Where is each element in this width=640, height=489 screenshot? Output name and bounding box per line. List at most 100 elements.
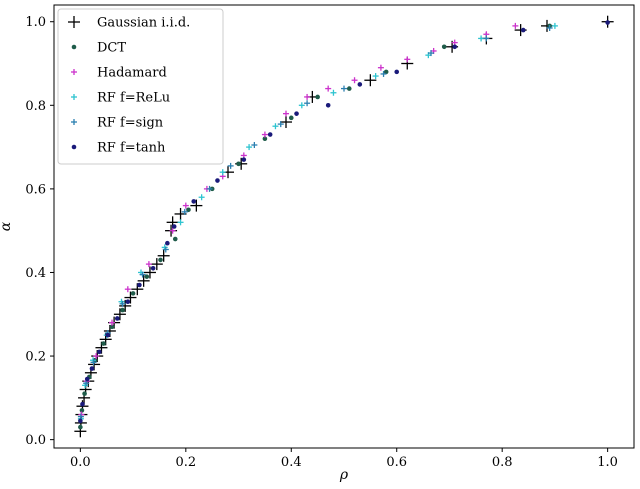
- data-point: [84, 376, 90, 382]
- data-point: [227, 162, 234, 169]
- data-point: [272, 123, 279, 130]
- x-axis-label: ρ: [339, 467, 349, 483]
- data-point: [428, 50, 434, 57]
- data-point: [261, 131, 268, 138]
- data-point: [551, 22, 558, 29]
- data-point: [186, 207, 191, 213]
- y-tick-label: 1.0: [25, 15, 46, 30]
- data-point: [97, 349, 102, 355]
- legend-marker: [71, 144, 77, 150]
- data-point: [280, 116, 292, 129]
- data-point: [380, 70, 387, 77]
- axis-ticks: 0.0 0.2 0.4 0.6 0.8 1.0 0.0 0.2 0.4 0.6 0.8 1.0: [25, 15, 618, 470]
- legend-label: RF f=ReLu: [97, 91, 170, 106]
- data-point: [198, 194, 205, 201]
- x-tick-label: 0.8: [492, 455, 513, 470]
- legend-marker: [68, 16, 80, 28]
- data-point: [298, 102, 305, 109]
- legend-item: RF f=ReLu: [71, 91, 170, 106]
- data-point: [364, 74, 377, 87]
- data-point: [130, 291, 136, 296]
- data-point: [145, 261, 152, 268]
- data-point: [83, 380, 90, 387]
- legend-box: [57, 8, 224, 165]
- legend-item: RF f=sign: [71, 116, 164, 131]
- x-tick-label: 0.6: [386, 455, 407, 470]
- data-point: [288, 115, 294, 121]
- data-point: [101, 341, 106, 346]
- legend-marker: [71, 119, 77, 125]
- legend-marker: [71, 69, 77, 75]
- axes-frame: [53, 4, 635, 449]
- data-point: [158, 257, 163, 263]
- data-point: [206, 185, 213, 192]
- data-point: [404, 56, 411, 63]
- data-point: [150, 265, 156, 271]
- data-point: [169, 227, 176, 234]
- data-point: [283, 110, 289, 117]
- data-point: [512, 22, 519, 29]
- data-point: [346, 86, 352, 91]
- data-point: [82, 391, 87, 396]
- data-point: [90, 359, 97, 366]
- data-point: [241, 157, 247, 162]
- data-point: [304, 93, 311, 100]
- data-point: [120, 307, 125, 313]
- y-tick-label: 0.6: [25, 182, 46, 197]
- data-point: [89, 366, 95, 371]
- x-tick-label: 0.2: [175, 455, 196, 470]
- legend-item: Gaussian i.i.d.: [68, 16, 190, 31]
- data-point: [357, 82, 363, 87]
- data-point: [137, 274, 150, 287]
- series-5: [78, 20, 610, 424]
- data-point: [372, 73, 379, 80]
- data-point: [78, 424, 83, 430]
- data-point: [113, 308, 126, 321]
- y-tick-label: 0.2: [25, 350, 46, 365]
- data-point: [246, 144, 253, 151]
- legend-item: RF f=tanh: [71, 141, 166, 156]
- data-point: [109, 319, 115, 326]
- legend-label: Hadamard: [97, 66, 167, 81]
- data-point: [182, 202, 189, 209]
- legend: Gaussian i.i.d. DCT Hadamard RF f=ReLu RF f=…: [57, 8, 224, 165]
- data-point: [483, 35, 490, 42]
- data-point: [165, 240, 170, 246]
- data-point: [330, 89, 337, 96]
- y-tick-label: 0.0: [25, 433, 46, 448]
- y-axis-label: α: [0, 221, 14, 231]
- data-point: [262, 136, 268, 142]
- data-point: [143, 266, 156, 279]
- data-point: [478, 35, 485, 42]
- y-tick-label: 0.8: [25, 99, 46, 114]
- legend-label: DCT: [97, 41, 126, 56]
- data-point: [341, 85, 347, 92]
- data-point: [441, 44, 447, 50]
- data-point: [124, 291, 137, 304]
- data-points: [74, 15, 614, 438]
- data-point: [78, 418, 83, 424]
- data-point: [315, 94, 320, 100]
- legend-label: Gaussian i.i.d.: [97, 16, 190, 31]
- data-point: [277, 121, 284, 128]
- data-point: [452, 44, 458, 50]
- data-point: [150, 258, 163, 271]
- data-point: [93, 353, 100, 360]
- data-point: [325, 103, 331, 108]
- legend-label: RF f=tanh: [97, 141, 166, 156]
- legend-marker: [71, 94, 77, 100]
- data-point: [219, 169, 226, 176]
- data-point: [144, 274, 150, 279]
- data-point: [520, 27, 526, 33]
- data-point: [546, 24, 553, 31]
- data-point: [177, 219, 184, 226]
- data-point: [109, 324, 115, 330]
- data-point: [139, 271, 146, 278]
- x-tick-label: 0.0: [70, 455, 91, 470]
- data-point: [125, 299, 131, 305]
- data-point: [162, 246, 169, 253]
- data-point: [215, 178, 220, 183]
- data-point: [172, 236, 178, 242]
- series-1: [78, 23, 552, 430]
- legend-marker: [71, 44, 77, 50]
